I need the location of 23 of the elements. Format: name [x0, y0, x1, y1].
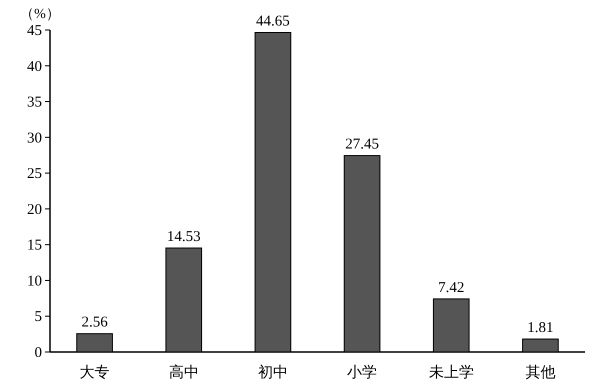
y-tick-label: 0 — [34, 345, 42, 361]
y-axis-title: （%） — [20, 7, 60, 22]
x-tick-label: 小学 — [347, 364, 378, 381]
x-tick-label: 大专 — [80, 364, 110, 381]
y-tick-label: 35 — [27, 94, 42, 111]
data-label: 1.81 — [527, 320, 554, 336]
x-tick-label: 初中 — [258, 364, 288, 381]
y-tick-label: 40 — [27, 58, 42, 75]
data-label: 14.53 — [166, 229, 201, 246]
data-label: 7.42 — [438, 280, 464, 296]
y-tick-label: 5 — [34, 309, 42, 326]
y-tick-label: 10 — [27, 273, 42, 290]
x-tick-label: 未上学 — [428, 364, 474, 381]
x-tick-label: 其他 — [525, 364, 556, 381]
y-tick-label: 30 — [27, 130, 42, 146]
y-tick-label: 25 — [27, 166, 42, 182]
y-tick-label: 15 — [27, 238, 42, 254]
data-label: 27.45 — [345, 136, 379, 153]
x-tick-label: 高中 — [168, 364, 199, 381]
data-label: 44.65 — [256, 14, 290, 30]
data-label: 2.56 — [81, 314, 108, 331]
y-tick-label: 45 — [27, 23, 42, 39]
y-tick-label: 20 — [27, 202, 42, 218]
